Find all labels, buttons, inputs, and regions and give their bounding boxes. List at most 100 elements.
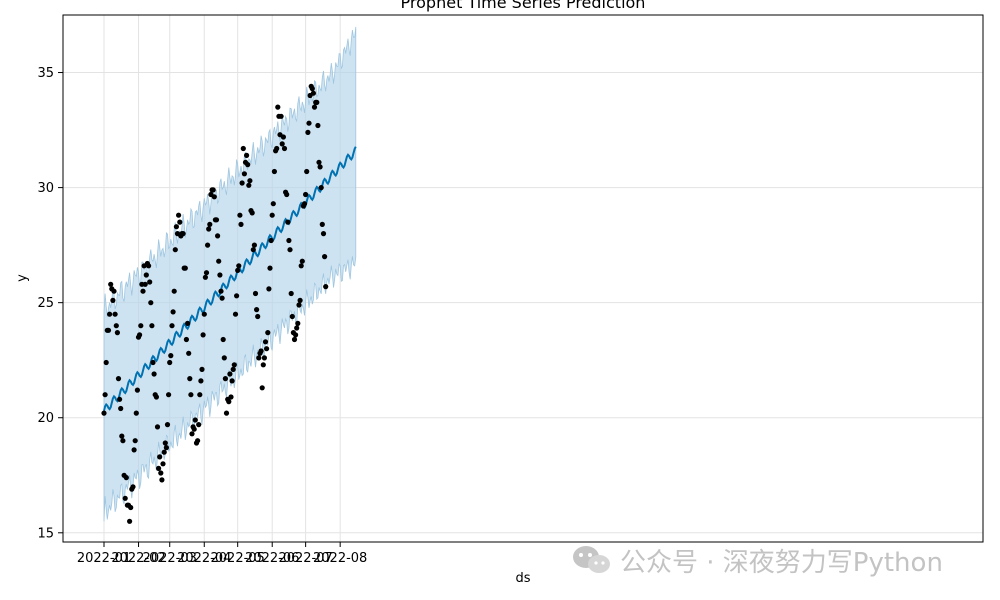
- watermark: 公众号 · 深夜努力写Python: [572, 542, 943, 578]
- observed-point: [137, 332, 143, 338]
- observed-point: [269, 212, 275, 218]
- observed-point: [213, 217, 220, 223]
- observed-point: [185, 320, 191, 326]
- observed-point: [258, 348, 264, 354]
- x-tick-label: 2022-03: [143, 551, 197, 566]
- observed-point: [153, 394, 159, 400]
- observed-point: [151, 371, 157, 377]
- observed-point: [301, 201, 308, 207]
- x-tick-label: 2022-01: [77, 551, 131, 566]
- chart-title: Prophet Time Series Prediction: [401, 0, 646, 12]
- observed-point: [296, 302, 302, 308]
- observed-point: [187, 376, 193, 382]
- observed-point: [234, 293, 240, 299]
- observed-point: [160, 461, 166, 467]
- observed-point: [206, 226, 212, 232]
- observed-point: [297, 297, 303, 303]
- observed-point: [319, 221, 325, 227]
- observed-point: [222, 376, 228, 382]
- x-tick-label: 2022-08: [313, 551, 367, 566]
- observed-point: [102, 392, 108, 398]
- observed-point: [199, 366, 205, 372]
- observed-point: [294, 325, 300, 331]
- observed-point: [140, 288, 146, 294]
- observed-point: [158, 470, 164, 476]
- observed-point: [223, 410, 230, 416]
- y-axis-title: y: [15, 274, 30, 282]
- observed-point: [128, 504, 134, 511]
- x-axis-title: ds: [515, 571, 530, 586]
- observed-point: [287, 247, 293, 253]
- observed-point: [247, 178, 253, 184]
- observed-point: [147, 279, 153, 285]
- observed-point: [195, 438, 201, 444]
- observed-point: [149, 323, 155, 329]
- observed-point: [177, 219, 183, 225]
- observed-point: [142, 281, 148, 287]
- observed-point: [314, 99, 320, 105]
- observed-point: [105, 327, 112, 333]
- observed-point: [182, 265, 188, 271]
- y-tick-label: 15: [37, 526, 54, 541]
- observed-point: [120, 438, 126, 444]
- observed-point: [310, 90, 316, 96]
- observed-point: [138, 323, 144, 329]
- observed-point: [219, 295, 225, 301]
- watermark-text: 公众号 · 深夜努力写Python: [620, 547, 943, 578]
- observed-point: [267, 265, 273, 271]
- observed-point: [217, 272, 223, 278]
- observed-point: [232, 311, 239, 317]
- observed-point: [202, 274, 208, 280]
- observed-point: [250, 247, 256, 253]
- x-tick-label: 2022-02: [111, 551, 165, 566]
- observed-point: [157, 454, 163, 460]
- observed-point: [201, 311, 207, 317]
- forecast-line: [103, 146, 357, 412]
- observed-point: [228, 394, 234, 400]
- observed-point: [150, 359, 156, 366]
- observed-point: [127, 518, 133, 524]
- observed-point: [320, 231, 327, 237]
- observed-point: [205, 242, 211, 248]
- observed-point: [246, 182, 252, 188]
- observed-point: [240, 145, 246, 152]
- observed-point: [221, 355, 227, 361]
- plot-frame: [62, 14, 984, 543]
- observed-point: [172, 247, 178, 253]
- wechat-icon: [572, 545, 612, 575]
- observed-point: [265, 330, 271, 336]
- observed-point: [207, 221, 213, 227]
- observed-point: [132, 438, 138, 444]
- observed-point: [162, 440, 168, 446]
- observed-point: [197, 392, 203, 398]
- observed-point: [220, 336, 226, 343]
- observed-point: [303, 191, 309, 198]
- x-tick-label: 2022-06: [245, 551, 299, 566]
- x-tick-label: 2022-04: [177, 551, 231, 566]
- observed-point: [284, 191, 290, 198]
- observed-point: [114, 330, 120, 336]
- observed-point: [186, 350, 192, 356]
- observed-point: [130, 484, 136, 490]
- observed-point: [166, 392, 172, 398]
- y-tick-label: 35: [37, 66, 54, 81]
- observed-point: [170, 309, 176, 315]
- observed-point: [275, 104, 281, 110]
- observed-point: [306, 120, 312, 126]
- observed-point: [274, 145, 280, 152]
- observed-point: [131, 447, 137, 453]
- observed-point: [279, 141, 285, 147]
- x-axis: 2022-012022-022022-032022-042022-052022-…: [77, 542, 367, 566]
- observed-point: [256, 355, 262, 361]
- observed-point: [255, 313, 261, 320]
- observed-point: [200, 332, 206, 338]
- observed-point: [278, 113, 284, 119]
- observed-point: [266, 286, 272, 292]
- observed-point: [203, 270, 210, 276]
- observed-point: [183, 336, 189, 343]
- x-tick-label: 2022-07: [278, 551, 332, 566]
- observed-point: [154, 424, 161, 430]
- observed-point: [311, 104, 318, 110]
- observed-point: [270, 201, 276, 207]
